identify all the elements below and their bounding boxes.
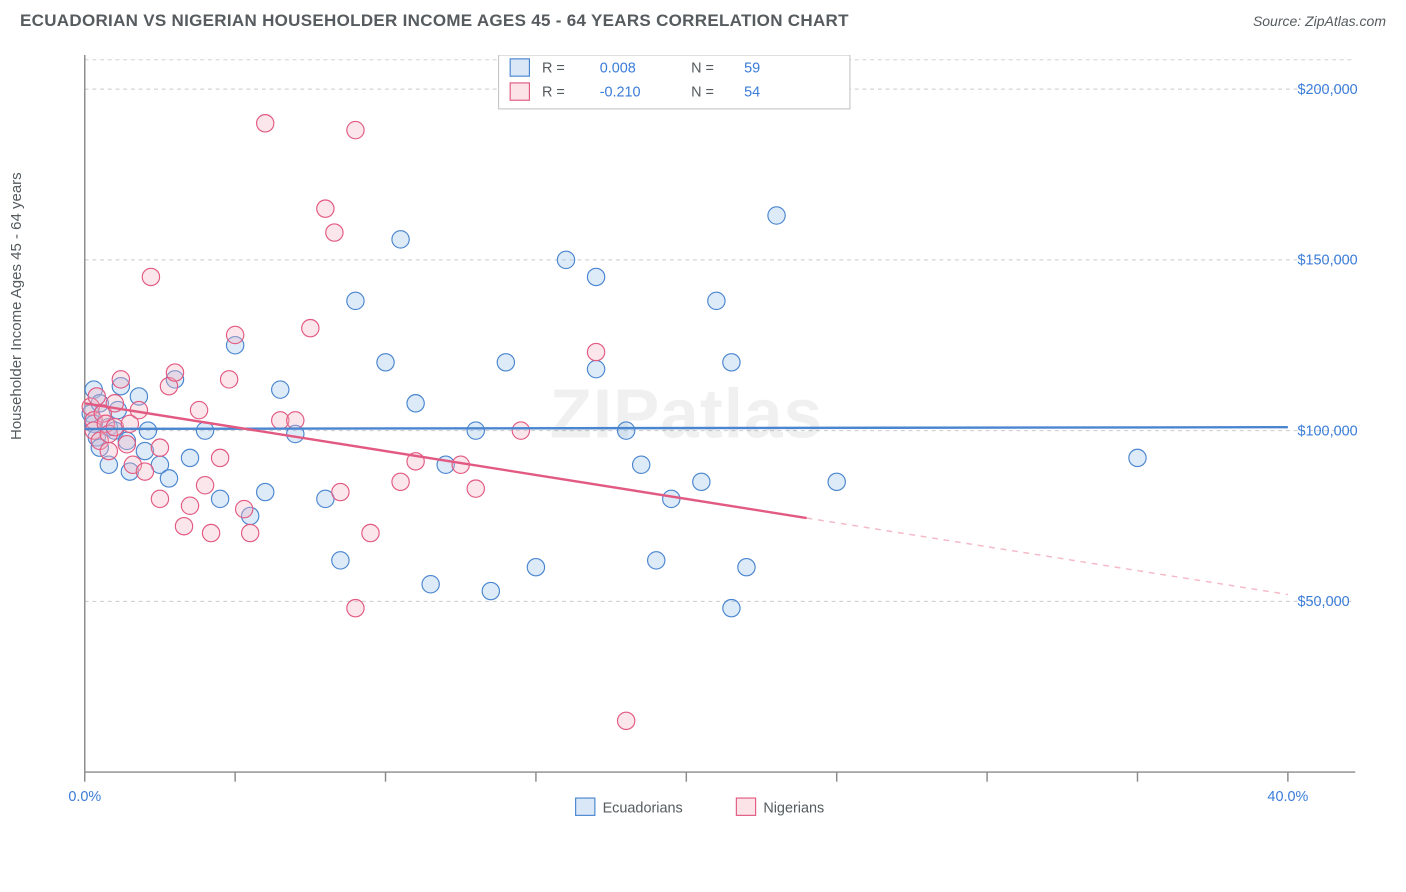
legend-swatch [736,798,755,815]
scatter-point [377,354,394,371]
scatter-point [196,477,213,494]
legend-r-label: R = [542,84,565,100]
scatter-point [362,524,379,541]
scatter-point [287,412,304,429]
scatter-point [257,483,274,500]
scatter-point [422,576,439,593]
legend-n-value: 59 [744,60,760,76]
scatter-point [226,326,243,343]
scatter-point [151,439,168,456]
scatter-point [136,463,153,480]
legend-n-label: N = [691,60,714,76]
scatter-point [236,500,253,517]
legend-r-value: -0.210 [600,84,641,100]
scatter-point [242,524,259,541]
scatter-point [175,518,192,535]
legend-swatch [510,83,529,100]
legend-series-label: Ecuadorians [603,800,683,816]
scatter-point [347,292,364,309]
legend-r-value: 0.008 [600,60,636,76]
y-axis-label: Householder Income Ages 45 - 64 years [8,172,25,440]
y-tick-label: $200,000 [1298,82,1358,98]
scatter-point [392,473,409,490]
legend-series-label: Nigerians [763,800,824,816]
legend-n-value: 54 [744,84,760,100]
scatter-point [723,600,740,617]
chart-area: $50,000 $100,000 $150,000 $200,000 ZIPatlas 0… [50,55,1390,825]
watermark: ZIPatlas [550,375,823,453]
trend-line [85,427,1288,429]
scatter-point [587,343,604,360]
scatter-point [142,268,159,285]
scatter-point [88,388,105,405]
scatter-point [211,449,228,466]
scatter-point [617,422,634,439]
scatter-point [497,354,514,371]
y-tick-label: $150,000 [1298,253,1358,269]
scatter-point [557,251,574,268]
scatter-point [1129,449,1146,466]
scatter-point [828,473,845,490]
scatter-point [317,200,334,217]
scatter-point [332,483,349,500]
legend-n-label: N = [691,84,714,100]
scatter-point [136,442,153,459]
scatter-point [211,490,228,507]
scatter-point [633,456,650,473]
scatter-point [181,449,198,466]
scatter-point [467,422,484,439]
legend-swatch [510,59,529,76]
scatter-point [332,552,349,569]
scatter-point [272,381,289,398]
scatter-point [139,422,156,439]
scatter-point [708,292,725,309]
scatter-point [587,360,604,377]
legend-r-label: R = [542,60,565,76]
scatter-point [512,422,529,439]
scatter-point [190,401,207,418]
scatter-point [392,231,409,248]
scatter-point [151,490,168,507]
x-tick-label: 40.0% [1267,789,1308,805]
scatter-point [202,524,219,541]
source-label: Source: ZipAtlas.com [1253,13,1386,29]
scatter-point [587,268,604,285]
scatter-point [482,582,499,599]
scatter-point [768,207,785,224]
scatter-point [527,559,544,576]
scatter-point [347,121,364,138]
scatter-point [738,559,755,576]
scatter-plot: $50,000 $100,000 $150,000 $200,000 ZIPatlas 0… [50,55,1390,825]
scatter-point [326,224,343,241]
scatter-point [118,436,135,453]
scatter-point [723,354,740,371]
scatter-point [100,442,117,459]
scatter-point [648,552,665,569]
scatter-point [302,320,319,337]
legend-swatch [576,798,595,815]
scatter-point [467,480,484,497]
y-tick-label: $100,000 [1298,423,1358,439]
scatter-point [407,395,424,412]
scatter-point [663,490,680,507]
x-tick-label: 0.0% [68,789,101,805]
scatter-point [181,497,198,514]
scatter-point [166,364,183,381]
scatter-point [220,371,237,388]
scatter-point [617,712,634,729]
trend-line-extrapolation [807,518,1288,594]
scatter-point [693,473,710,490]
scatter-point [106,419,123,436]
y-tick-label: $50,000 [1298,594,1350,610]
scatter-point [160,470,177,487]
scatter-point [112,371,129,388]
scatter-point [257,115,274,132]
scatter-point [347,600,364,617]
chart-title: ECUADORIAN VS NIGERIAN HOUSEHOLDER INCOM… [20,11,849,31]
